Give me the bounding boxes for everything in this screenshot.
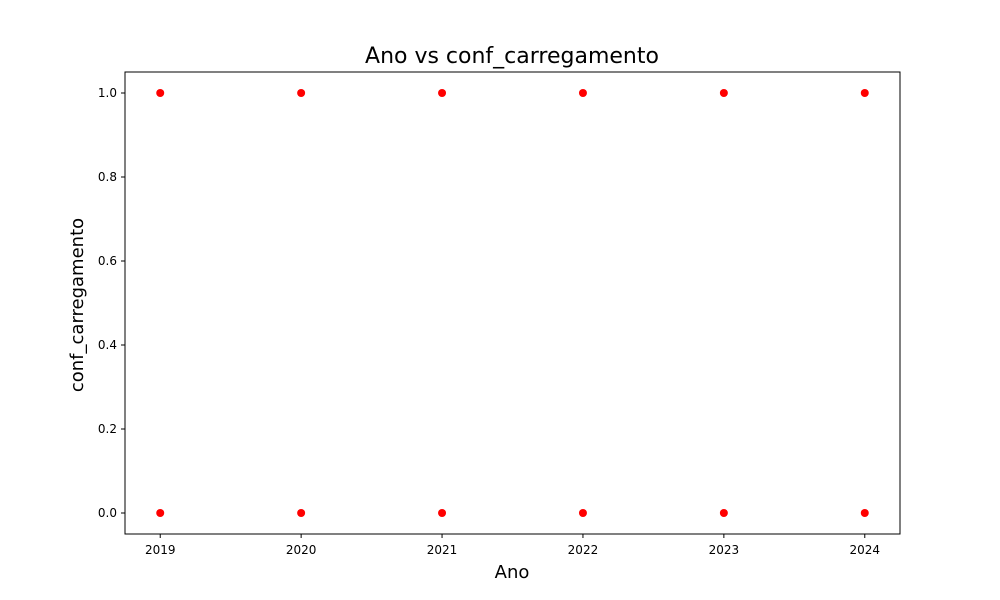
data-point (297, 509, 306, 517)
data-point (297, 89, 306, 97)
data-point (578, 89, 587, 97)
data-point (719, 509, 728, 517)
y-tick-label: 0.2 (98, 422, 117, 436)
y-tick-label: 0.4 (98, 338, 117, 352)
data-points (156, 89, 869, 517)
x-tick-label: 2019 (145, 543, 176, 557)
x-tick-label: 2023 (709, 543, 740, 557)
chart-title: Ano vs conf_carregamento (365, 44, 659, 69)
data-point (438, 89, 447, 97)
data-point (156, 509, 165, 517)
y-axis: 0.0 0.2 0.4 0.6 0.8 1.0 (98, 86, 125, 520)
y-tick-label: 0.6 (98, 254, 117, 268)
y-tick-label: 0.0 (98, 506, 117, 520)
data-point (860, 509, 869, 517)
x-tick-label: 2024 (849, 543, 880, 557)
data-point (719, 89, 728, 97)
y-tick-label: 1.0 (98, 86, 117, 100)
data-point (578, 509, 587, 517)
x-tick-label: 2020 (286, 543, 317, 557)
x-axis-label: Ano (495, 562, 530, 583)
x-tick-label: 2021 (427, 543, 458, 557)
x-axis: 2019 2020 2021 2022 2023 2024 (145, 534, 880, 557)
data-point (156, 89, 165, 97)
data-point (438, 509, 447, 517)
y-tick-label: 0.8 (98, 170, 117, 184)
data-point (860, 89, 869, 97)
plot-frame (124, 71, 901, 535)
y-axis-label: conf_carregamento (67, 218, 88, 392)
x-tick-label: 2022 (568, 543, 599, 557)
